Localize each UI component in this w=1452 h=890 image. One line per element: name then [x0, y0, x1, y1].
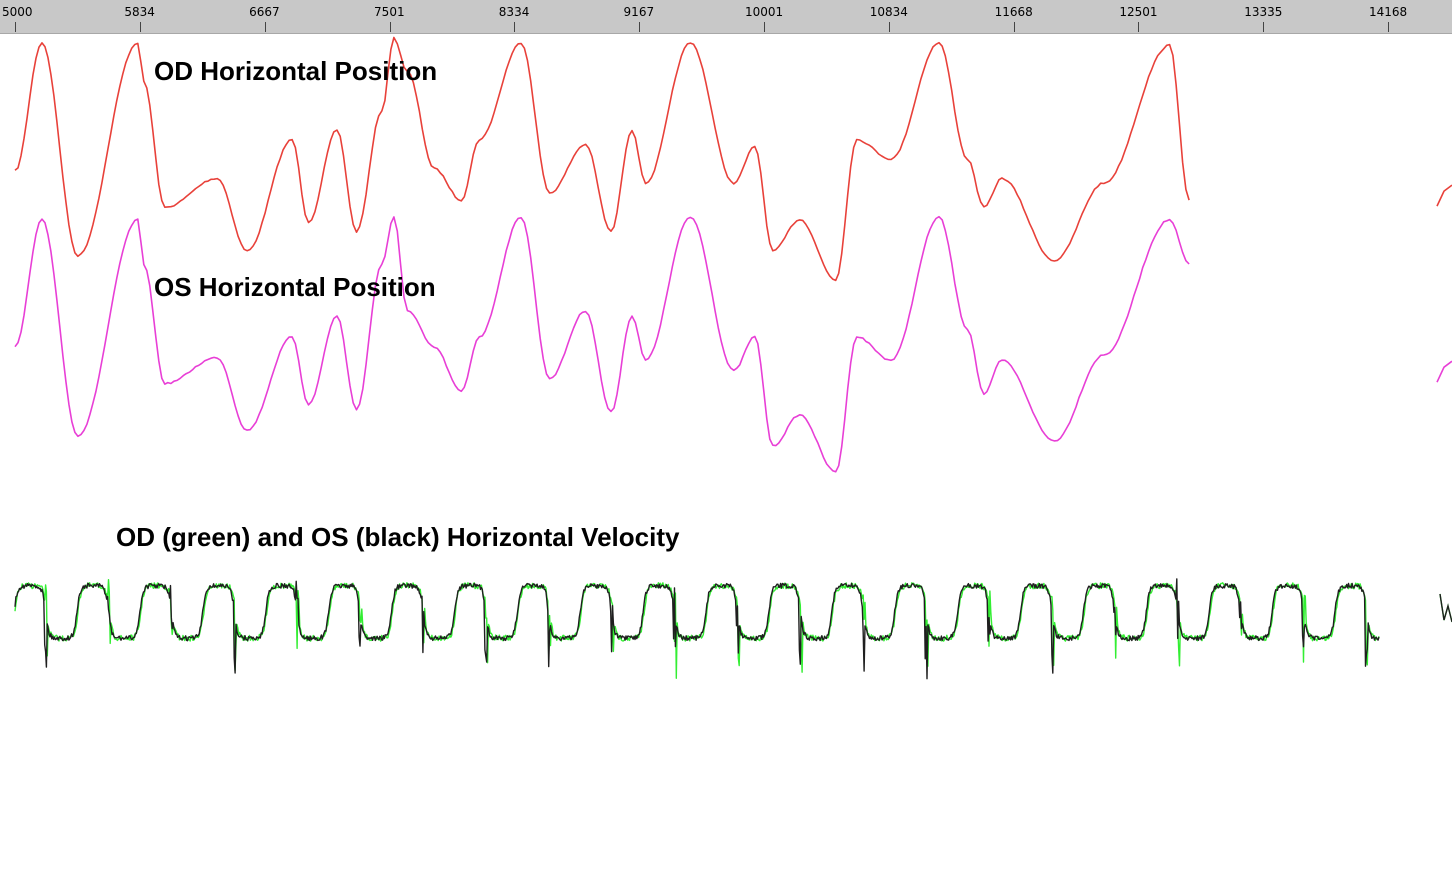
ruler-tick-label: 5834: [124, 5, 155, 19]
ruler-tick-label: 11668: [994, 5, 1033, 19]
os-velocity-trace: [14, 578, 1380, 680]
ruler-tick-label: 8334: [498, 5, 530, 19]
ruler-tick-mark: [1388, 22, 1389, 32]
od-position-title: OD Horizontal Position: [154, 56, 438, 86]
od-position-trace: [14, 36, 1190, 282]
ruler-tick-label: 14168: [1369, 5, 1408, 19]
os-position-trace-fragment: [1436, 360, 1452, 383]
ruler-tick-label: 6667: [249, 5, 280, 19]
time-ruler: 5000 5834 6667 7501 8334 9167 10001 10834 11668 1…: [0, 0, 1452, 34]
od-position-trace-fragment: [1436, 184, 1452, 207]
ruler-tick-mark: [514, 22, 515, 32]
ruler-tick-label: 9167: [623, 5, 655, 19]
os-velocity-trace-fragment: [1439, 593, 1452, 623]
trace-area: [14, 36, 1452, 680]
ruler-tick-label: 13335: [1244, 5, 1283, 19]
ruler-tick-label: 10001: [744, 5, 784, 19]
ruler-tick-mark: [639, 22, 640, 32]
ruler-tick-mark: [1138, 22, 1139, 32]
velocity-title: OD (green) and OS (black) Horizontal Vel…: [116, 522, 680, 552]
ruler-tick-mark: [390, 22, 391, 32]
ruler-tick-label: 12501: [1119, 5, 1158, 19]
ruler-tick-mark: [764, 22, 765, 32]
os-position-trace: [14, 215, 1190, 473]
ruler-tick-label: 10834: [869, 5, 908, 19]
ruler-tick-label: 5000: [2, 5, 33, 19]
ruler-tick-mark: [265, 22, 266, 32]
ruler-tick-label: 7501: [374, 5, 405, 19]
ruler-tick-mark: [1014, 22, 1015, 32]
os-position-title: OS Horizontal Position: [154, 272, 436, 302]
ruler-tick-mark: [15, 22, 16, 32]
ruler-tick-mark: [1263, 22, 1264, 32]
ruler-tick-mark: [889, 22, 890, 32]
ruler-tick-mark: [140, 22, 141, 32]
